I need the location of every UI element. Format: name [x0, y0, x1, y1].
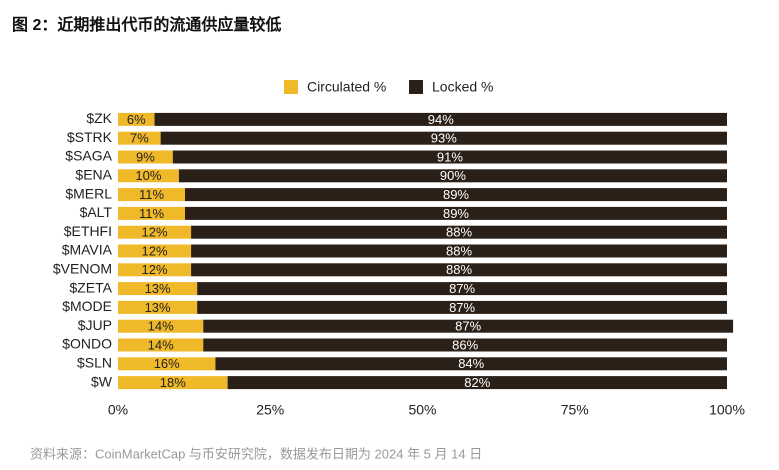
value-label: 13%	[145, 300, 171, 315]
category-label: $STRK	[67, 129, 113, 145]
value-label: 94%	[428, 112, 454, 127]
bar-segment	[197, 282, 728, 296]
bar-segment	[227, 376, 727, 390]
value-label: 13%	[145, 281, 171, 296]
value-label: 89%	[443, 187, 469, 202]
bar-segment	[118, 282, 198, 296]
category-label: $ZK	[86, 110, 112, 126]
category-label: $JUP	[78, 317, 112, 333]
category-label: $MODE	[62, 298, 112, 314]
legend-swatch	[409, 80, 423, 94]
bar-segment	[172, 150, 727, 164]
bar-segment	[203, 319, 734, 333]
value-label: 11%	[139, 206, 164, 221]
value-label: 12%	[142, 243, 168, 258]
value-label: 12%	[142, 262, 168, 277]
bar-segment	[118, 112, 155, 126]
x-tick-label: 0%	[108, 402, 128, 418]
value-label: 6%	[127, 112, 146, 127]
legend-label: Circulated %	[307, 79, 386, 95]
value-label: 12%	[142, 225, 168, 240]
value-label: 18%	[160, 375, 186, 390]
value-label: 16%	[154, 356, 180, 371]
value-label: 11%	[139, 187, 164, 202]
category-label: $SAGA	[65, 148, 112, 164]
bar-segment	[197, 300, 728, 314]
x-tick-label: 25%	[256, 402, 284, 418]
bar-segment	[178, 169, 727, 183]
value-label: 10%	[135, 168, 161, 183]
value-label: 91%	[437, 149, 463, 164]
category-label: $MAVIA	[62, 242, 113, 258]
category-label: $ONDO	[62, 336, 112, 352]
value-label: 88%	[446, 243, 472, 258]
bar-segment	[118, 225, 192, 239]
value-label: 7%	[130, 131, 149, 146]
bar-segment	[118, 338, 204, 352]
value-label: 89%	[443, 206, 469, 221]
category-label: $W	[91, 373, 113, 389]
value-label: 84%	[458, 356, 484, 371]
category-label: $ETHFI	[64, 223, 112, 239]
category-label: $ZETA	[69, 279, 112, 295]
bar-segment	[215, 357, 727, 371]
bar-segment	[160, 131, 727, 145]
bar-segment	[118, 206, 185, 220]
bar-segment	[118, 319, 204, 333]
value-label: 93%	[431, 131, 457, 146]
category-label: $ALT	[80, 204, 113, 220]
bar-segment	[118, 263, 192, 277]
value-label: 14%	[148, 319, 174, 334]
category-label: $MERL	[65, 185, 112, 201]
bar-segment	[203, 338, 727, 352]
bar-segment	[184, 206, 728, 220]
value-label: 86%	[452, 337, 478, 352]
value-label: 87%	[455, 319, 481, 334]
category-label: $VENOM	[53, 261, 112, 277]
category-label: $ENA	[75, 167, 112, 183]
source-note: 资料来源：CoinMarketCap 与币安研究院，数据发布日期为 2024 年…	[30, 446, 482, 461]
x-tick-label: 100%	[709, 402, 745, 418]
value-label: 87%	[449, 281, 475, 296]
bar-segment	[118, 131, 161, 145]
chart-title: 图 2：近期推出代币的流通供应量较低	[12, 15, 281, 34]
value-label: 88%	[446, 225, 472, 240]
bar-segment	[191, 263, 727, 277]
legend-swatch	[284, 80, 298, 94]
bar-segment	[154, 112, 728, 126]
bar-segment	[118, 244, 192, 258]
value-label: 90%	[440, 168, 466, 183]
value-label: 82%	[464, 375, 490, 390]
value-label: 88%	[446, 262, 472, 277]
bar-segment	[191, 244, 727, 258]
bar-segment	[118, 357, 216, 371]
bar-segment	[118, 169, 179, 183]
x-tick-label: 75%	[561, 402, 589, 418]
category-label: $SLN	[77, 355, 112, 371]
bar-segment	[118, 150, 173, 164]
bar-segment	[191, 225, 727, 239]
value-label: 14%	[148, 337, 174, 352]
bar-segment	[118, 300, 198, 314]
legend-label: Locked %	[432, 79, 493, 95]
value-label: 9%	[136, 149, 155, 164]
value-label: 87%	[449, 300, 475, 315]
bar-segment	[184, 188, 728, 202]
bar-segment	[118, 188, 185, 202]
bar-segment	[118, 376, 228, 390]
x-tick-label: 50%	[408, 402, 436, 418]
